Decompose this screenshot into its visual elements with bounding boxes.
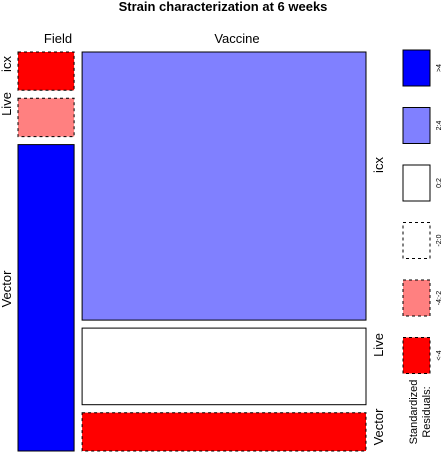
legend-label: 0:2 — [436, 178, 443, 188]
row-label-left-icx: icx — [0, 56, 14, 72]
legend: >4 2:4 0:2 -2:0 -4:-2 <-4 Standardized Residual… — [402, 49, 443, 445]
legend-label: -2:0 — [436, 234, 443, 246]
row-label-right-icx: icx — [371, 157, 386, 173]
column-label-field: Field — [44, 31, 72, 46]
chart-title: Strain characterization at 6 weeks — [119, 0, 328, 14]
tile-field-live — [17, 97, 75, 138]
legend-label: >4 — [436, 64, 443, 72]
column-label-vaccine: Vaccine — [214, 31, 259, 46]
legend-swatch — [402, 107, 431, 144]
mosaic-tiles — [17, 51, 367, 452]
tile-vaccine-icx — [81, 51, 367, 321]
legend-swatch — [402, 222, 431, 259]
legend-label: <-4 — [436, 350, 443, 360]
tile-vaccine-vector — [81, 412, 367, 452]
legend-swatch — [402, 337, 431, 374]
row-label-right-live: Live — [371, 333, 386, 357]
tile-field-vector — [17, 144, 75, 452]
row-label-left-vector: Vector — [0, 270, 14, 308]
legend-title-line: Residuals: — [421, 386, 433, 437]
tile-field-icx — [17, 51, 75, 91]
tile-vaccine-live — [81, 327, 367, 406]
legend-label: 2:4 — [436, 121, 443, 131]
legend-title-line: Standardized — [408, 380, 420, 445]
legend-swatch — [402, 164, 431, 202]
legend-swatch — [402, 279, 431, 317]
row-label-right-vector: Vector — [371, 408, 386, 446]
row-label-left-live: Live — [0, 92, 14, 116]
legend-label: -4:-2 — [436, 291, 443, 306]
legend-swatch — [402, 49, 431, 87]
